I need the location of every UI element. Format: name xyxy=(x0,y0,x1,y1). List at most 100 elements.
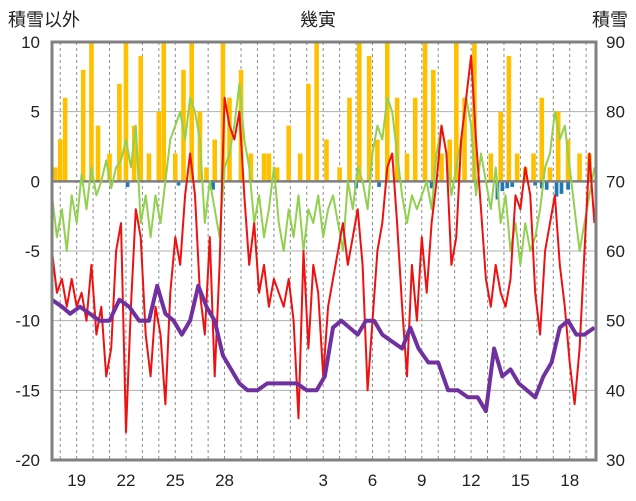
precip-bar xyxy=(286,125,291,182)
y-left-tick-label: -5 xyxy=(25,242,40,261)
precip-bar xyxy=(52,167,58,182)
precip-bar xyxy=(462,97,467,182)
y-left-tick-label: -15 xyxy=(15,381,40,400)
snow-change-bar xyxy=(510,181,515,187)
x-tick-labels: 19 22 25 28 3 6 9 12 15 18 xyxy=(67,471,579,490)
snow-change-bar xyxy=(505,181,510,189)
x-tick-label: 9 xyxy=(417,471,426,490)
precip-bar xyxy=(547,167,553,182)
snow-change-bar xyxy=(566,181,570,190)
precip-bar xyxy=(539,97,545,182)
y-right-tick-labels: 90 80 70 60 50 40 30 xyxy=(606,33,625,470)
precip-bar xyxy=(506,55,512,182)
snow-change-bar xyxy=(176,181,181,186)
y-right-tick-label: 50 xyxy=(606,312,625,331)
y-left-tick-label: -10 xyxy=(15,312,40,331)
precip-bar xyxy=(314,42,319,182)
y-right-tick-label: 90 xyxy=(606,33,625,52)
y-left-tick-label: 10 xyxy=(21,33,40,52)
x-tick-label: 28 xyxy=(215,471,234,490)
precip-bar xyxy=(577,153,582,182)
precip-bar xyxy=(337,167,342,182)
x-tick-label: 18 xyxy=(560,471,579,490)
precip-bar xyxy=(384,42,390,182)
x-tick-label: 3 xyxy=(318,471,327,490)
series-layer xyxy=(50,54,596,434)
precip-bar xyxy=(117,83,122,182)
precip-bar xyxy=(146,153,152,182)
precip-bar xyxy=(412,97,418,182)
precip-bar xyxy=(297,153,303,182)
y-right-tick-label: 30 xyxy=(606,451,625,470)
precip-bar xyxy=(454,42,459,182)
snow-change-bar xyxy=(500,181,505,192)
y-right-tick-label: 40 xyxy=(606,381,625,400)
precip-bar xyxy=(131,125,137,182)
precip-bar xyxy=(447,139,453,182)
snow-change-bar xyxy=(125,181,130,187)
y-right-tick-label: 80 xyxy=(606,103,625,122)
chart-title: 幾寅 xyxy=(300,10,336,31)
snow-change-bar xyxy=(559,181,564,194)
precip-bar xyxy=(189,42,194,182)
precip-bar xyxy=(212,139,218,182)
x-tick-label: 22 xyxy=(116,471,135,490)
precip-bar xyxy=(306,83,311,182)
plot-frame xyxy=(50,40,598,462)
precip-bar xyxy=(89,42,94,182)
precip-bar xyxy=(366,55,372,182)
y-left-tick-label: 5 xyxy=(31,103,40,122)
precip-bar xyxy=(498,111,503,182)
x-tick-label: 19 xyxy=(67,471,86,490)
snow-change-bar xyxy=(554,181,559,197)
precip-bar xyxy=(488,153,494,182)
y-left-tick-labels: 10 5 0 -5 -10 -15 -20 xyxy=(15,33,40,470)
precip-bar xyxy=(375,139,380,182)
x-tick-label: 6 xyxy=(368,471,377,490)
precip-bar xyxy=(274,167,280,182)
snow-change-bar xyxy=(539,181,544,189)
precip-bar xyxy=(172,153,178,182)
precip-bar xyxy=(248,153,254,182)
precip-bar xyxy=(514,153,520,182)
precip-bar xyxy=(161,42,167,182)
precip-bar xyxy=(204,167,209,182)
y-right-tick-label: 60 xyxy=(606,242,625,261)
precip-bar xyxy=(430,69,436,182)
precip-bar xyxy=(357,42,362,182)
precip-bar xyxy=(156,111,162,182)
precip-bar xyxy=(555,111,561,182)
y-right-tick-label: 70 xyxy=(606,172,625,191)
precip-bar xyxy=(347,97,352,182)
precip-bar xyxy=(80,69,86,182)
precip-bar xyxy=(107,153,112,182)
temp-max-line xyxy=(51,82,596,266)
precip-bar xyxy=(324,139,329,182)
precip-bar xyxy=(95,125,101,182)
precip-bar xyxy=(227,97,232,182)
snow-depth-line xyxy=(50,283,596,414)
precip-bar xyxy=(220,42,226,182)
y-left-axis-label: 積雪以外 xyxy=(8,10,80,31)
x-tick-label: 25 xyxy=(166,471,185,490)
snow-change-bar xyxy=(533,181,538,186)
precip-bar xyxy=(439,153,444,182)
y-right-axis-label: 積雪 xyxy=(592,10,628,31)
precip-bar xyxy=(394,97,400,182)
precip-bar xyxy=(422,42,428,182)
precip-bar xyxy=(266,153,272,182)
precip-bar xyxy=(138,55,144,182)
precip-bar xyxy=(404,153,410,182)
snow-change-bar xyxy=(544,181,549,190)
precip-bar xyxy=(531,153,536,182)
x-tick-label: 15 xyxy=(511,471,530,490)
snow-change-bar xyxy=(429,181,434,189)
precip-bar xyxy=(123,42,129,182)
precip-bar xyxy=(62,97,68,182)
y-left-tick-label: 0 xyxy=(31,172,40,191)
y-left-tick-label: -20 xyxy=(15,451,40,470)
precip-bar xyxy=(261,153,267,182)
snow-change-bar xyxy=(211,181,215,190)
